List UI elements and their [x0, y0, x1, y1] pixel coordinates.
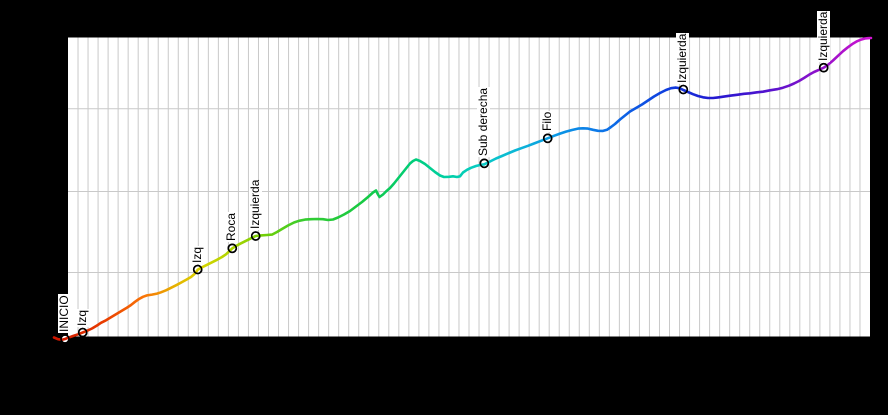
waypoint-label: INICIO — [57, 294, 71, 333]
waypoint-marker-ring — [250, 231, 261, 241]
waypoint-marker-ring — [678, 84, 689, 95]
waypoint-label: Filo — [539, 110, 554, 133]
waypoint-marker-ring — [227, 243, 238, 254]
waypoint-marker-ring — [479, 158, 490, 169]
waypoint-label: Izquierda — [247, 178, 262, 230]
waypoint-marker-ring — [542, 133, 553, 144]
waypoint-marker-ring — [77, 327, 88, 338]
waypoint-marker-ring — [818, 62, 829, 73]
waypoint-marker-ring — [192, 264, 203, 275]
waypoint-label: Roca — [224, 212, 239, 243]
elevation-profile-line — [52, 36, 873, 342]
waypoint-label: Izq — [74, 308, 89, 327]
waypoint-label: Izquierda — [675, 32, 690, 84]
waypoint-label: Izq — [189, 245, 204, 264]
waypoint-label: Izquierda — [815, 10, 830, 62]
waypoint-label: Sub derecha — [476, 87, 491, 158]
waypoint-marker-ring — [60, 334, 70, 344]
